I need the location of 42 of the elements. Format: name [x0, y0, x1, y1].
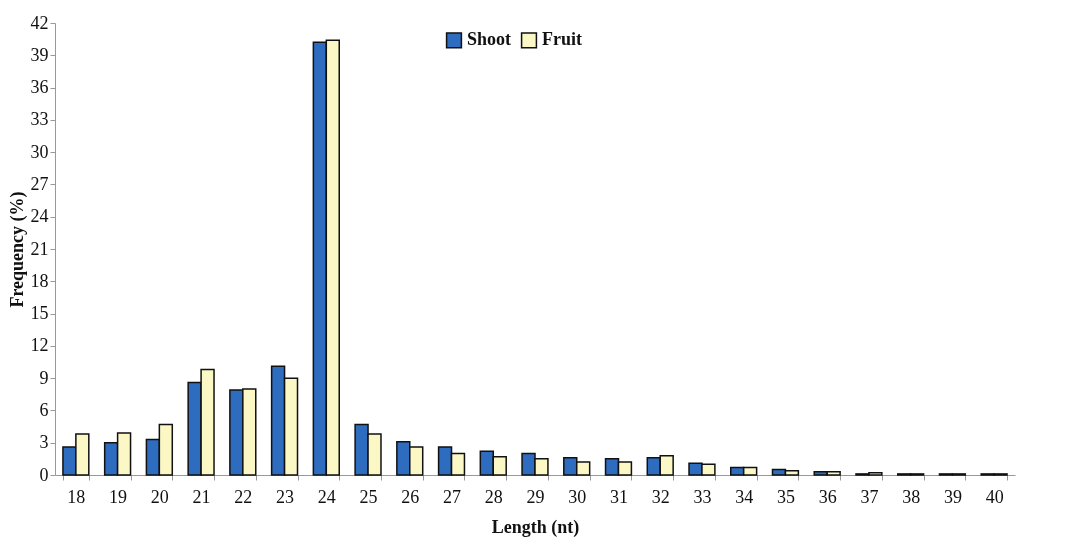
- legend-label: Fruit: [542, 29, 582, 50]
- x-tick-label: 21: [192, 486, 211, 507]
- y-tick-label: 9: [39, 367, 49, 388]
- y-tick-label: 27: [30, 173, 49, 194]
- x-tick-label: 34: [735, 486, 754, 507]
- x-tick-label: 23: [276, 486, 295, 507]
- x-tick-label: 36: [818, 486, 837, 507]
- y-tick-label: 36: [30, 77, 49, 98]
- x-tick-label: 27: [443, 486, 462, 507]
- y-tick-label: 39: [30, 44, 49, 65]
- x-tick-label: 33: [693, 486, 712, 507]
- x-tick-label: 22: [234, 486, 253, 507]
- x-tick-label: 35: [776, 486, 795, 507]
- y-tick-label: 6: [39, 399, 49, 420]
- x-axis-title: Length (nt): [491, 516, 580, 538]
- y-tick-label: 3: [39, 432, 49, 453]
- x-tick-label: 20: [150, 486, 169, 507]
- y-tick-label: 42: [30, 12, 49, 33]
- y-tick-label: 30: [30, 141, 49, 162]
- x-tick-label: 40: [985, 486, 1004, 507]
- x-tick-label: 25: [359, 486, 378, 507]
- x-tick-label: 19: [109, 486, 128, 507]
- y-tick-label: 12: [30, 335, 49, 356]
- y-tick-label: 18: [30, 270, 49, 291]
- x-tick-label: 39: [943, 486, 962, 507]
- x-tick-label: 24: [317, 486, 336, 507]
- y-tick-label: 15: [30, 303, 49, 324]
- y-tick-label: 24: [30, 206, 49, 227]
- legend-label: Shoot: [467, 29, 512, 50]
- y-tick-label: 0: [39, 464, 49, 485]
- y-tick-label: 21: [30, 238, 49, 259]
- y-tick-label: 33: [30, 109, 49, 130]
- x-tick-label: 18: [67, 486, 86, 507]
- x-tick-label: 26: [401, 486, 420, 507]
- x-tick-label: 37: [860, 486, 879, 507]
- x-tick-label: 30: [568, 486, 587, 507]
- x-tick-label: 29: [526, 486, 545, 507]
- x-tick-label: 38: [902, 486, 921, 507]
- x-tick-label: 28: [484, 486, 503, 507]
- x-tick-label: 32: [651, 486, 670, 507]
- x-tick-label: 31: [609, 486, 628, 507]
- y-axis-title: Frequency (%): [6, 191, 28, 308]
